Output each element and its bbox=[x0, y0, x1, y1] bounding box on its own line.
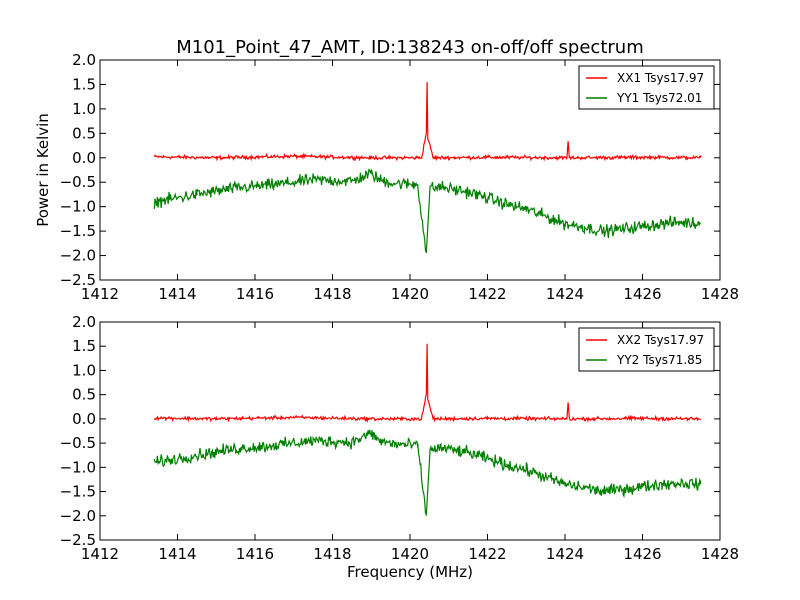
series-line-2 bbox=[153, 429, 702, 516]
y-tick-label: 1.0 bbox=[72, 361, 96, 379]
x-tick-label: 1424 bbox=[546, 545, 584, 563]
y-tick-label: −1.0 bbox=[60, 458, 96, 476]
x-tick-label: 1418 bbox=[313, 285, 351, 303]
x-tick-label: 1426 bbox=[623, 545, 661, 563]
x-tick-label: 1428 bbox=[701, 285, 739, 303]
y-tick-label: −0.5 bbox=[60, 434, 96, 452]
y-tick-label: −0.5 bbox=[60, 173, 96, 191]
y-tick-label: 0.0 bbox=[72, 149, 96, 167]
x-tick-label: 1418 bbox=[313, 545, 351, 563]
x-tick-label: 1420 bbox=[391, 285, 429, 303]
x-tick-label: 1424 bbox=[546, 285, 584, 303]
x-tick-label: 1420 bbox=[391, 545, 429, 563]
legend-label-2: YY2 Tsys71.85 bbox=[616, 353, 702, 367]
y-tick-label: 1.5 bbox=[72, 75, 96, 93]
y-tick-label: −1.0 bbox=[60, 198, 96, 216]
y-tick-label: 2.0 bbox=[72, 313, 96, 331]
series-line-1 bbox=[153, 81, 702, 162]
legend-box bbox=[578, 327, 715, 372]
x-tick-label: 1428 bbox=[701, 545, 739, 563]
x-tick-label: 1426 bbox=[623, 285, 661, 303]
x-tick-label: 1416 bbox=[236, 285, 274, 303]
x-tick-label: 1422 bbox=[468, 285, 506, 303]
x-tick-label: 1412 bbox=[81, 285, 119, 303]
legend-label-1: XX1 Tsys17.97 bbox=[617, 71, 704, 85]
y-tick-label: 1.5 bbox=[72, 337, 96, 355]
series-line-1 bbox=[153, 343, 702, 423]
y-tick-label: −2.0 bbox=[60, 507, 96, 525]
legend-box bbox=[578, 65, 715, 110]
top-panel: 1412 1414 1416 1418 1420 1422 1424 1426 1428 2.0 1… bbox=[34, 51, 739, 303]
y-tick-label: −2.0 bbox=[60, 247, 96, 265]
legend-label-1: XX2 Tsys17.97 bbox=[617, 333, 704, 347]
y-tick-label: −1.5 bbox=[60, 483, 96, 501]
x-axis-label: Frequency (MHz) bbox=[347, 563, 473, 581]
figure-title: M101_Point_47_AMT, ID:138243 on-off/off … bbox=[176, 37, 643, 58]
bottom-panel: 1412 1414 1416 1418 1420 1422 1424 1426 1428 2.0 1… bbox=[60, 313, 740, 581]
y-tick-label: −2.5 bbox=[60, 271, 96, 289]
x-tick-label: 1412 bbox=[81, 545, 119, 563]
x-tick-label: 1414 bbox=[158, 545, 196, 563]
x-tick-label: 1416 bbox=[236, 545, 274, 563]
legend-label-2: YY1 Tsys72.01 bbox=[616, 91, 702, 105]
y-tick-label: −1.5 bbox=[60, 222, 96, 240]
y-tick-label: 0.5 bbox=[72, 386, 96, 404]
series-line-2 bbox=[153, 168, 702, 254]
y-tick-label: −2.5 bbox=[60, 531, 96, 549]
y-tick-label: 0.0 bbox=[72, 410, 96, 428]
x-tick-label: 1414 bbox=[158, 285, 196, 303]
y-tick-label: 0.5 bbox=[72, 124, 96, 142]
x-tick-label: 1422 bbox=[468, 545, 506, 563]
y-tick-label: 2.0 bbox=[72, 51, 96, 69]
y-tick-label: 1.0 bbox=[72, 100, 96, 118]
y-axis-label: Power in Kelvin bbox=[34, 113, 52, 227]
